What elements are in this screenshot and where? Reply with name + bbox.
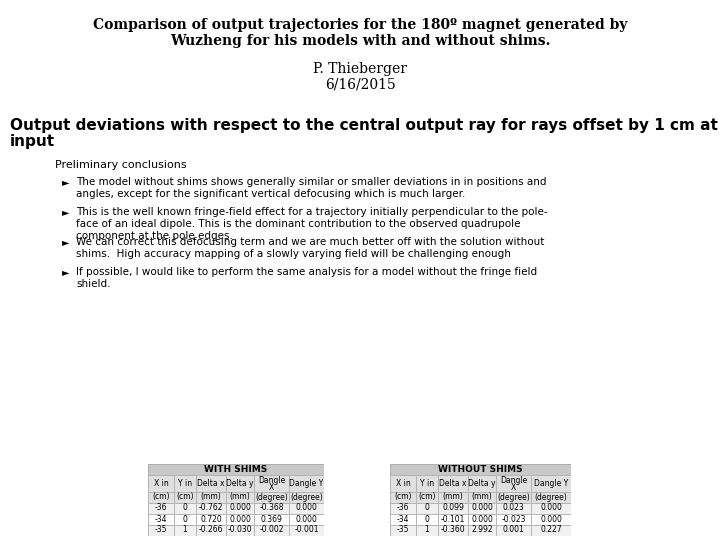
Text: (cm): (cm) [152,492,170,502]
Text: -35: -35 [397,525,409,535]
Text: -0.266: -0.266 [199,525,223,535]
Text: angles, except for the significant vertical defocusing which is much larger.: angles, except for the significant verti… [76,189,465,199]
Text: (mm): (mm) [472,492,492,502]
Text: 0.001: 0.001 [503,525,524,535]
Text: Dangle: Dangle [258,476,285,485]
Text: (cm): (cm) [418,492,436,502]
Text: Delta y: Delta y [468,479,496,488]
Text: face of an ideal dipole. This is the dominant contribution to the observed quadr: face of an ideal dipole. This is the dom… [76,219,521,229]
Text: -0.360: -0.360 [441,525,465,535]
Text: 0: 0 [183,515,187,523]
Text: (cm): (cm) [176,492,194,502]
Text: 0.000: 0.000 [296,503,318,512]
Text: -34: -34 [397,515,409,523]
Text: input: input [10,134,55,149]
Text: 0.000: 0.000 [229,515,251,523]
Text: We can correct this defocusing term and we are much better off with the solution: We can correct this defocusing term and … [76,237,544,247]
Text: This is the well known fringe-field effect for a trajectory initially perpendicu: This is the well known fringe-field effe… [76,207,548,217]
Text: Comparison of output trajectories for the 180º magnet generated by: Comparison of output trajectories for th… [93,18,627,32]
Text: 0.023: 0.023 [503,503,524,512]
Text: Delta x: Delta x [197,479,225,488]
Text: -0.023: -0.023 [501,515,526,523]
Text: (mm): (mm) [201,492,221,502]
Text: 0: 0 [425,515,429,523]
Text: Dangle Y: Dangle Y [289,479,323,488]
Text: 0.369: 0.369 [261,515,282,523]
Text: -35: -35 [155,525,167,535]
Text: -0.030: -0.030 [228,525,252,535]
Text: ►: ► [62,207,70,217]
Text: ►: ► [62,177,70,187]
Text: If possible, I would like to perform the same analysis for a model without the f: If possible, I would like to perform the… [76,267,537,277]
Text: -0.002: -0.002 [259,525,284,535]
Text: (cm): (cm) [395,492,412,502]
Text: 0.099: 0.099 [442,503,464,512]
Text: Y in: Y in [420,479,434,488]
Text: ►: ► [62,237,70,247]
Text: X in: X in [153,479,168,488]
Text: Dangle: Dangle [500,476,527,485]
Text: (degree): (degree) [497,492,530,502]
Text: ►: ► [62,267,70,277]
Text: 0.720: 0.720 [200,515,222,523]
Text: (degree): (degree) [255,492,288,502]
Text: Delta y: Delta y [226,479,253,488]
Text: (mm): (mm) [230,492,251,502]
Text: 0.000: 0.000 [296,515,318,523]
Text: 1: 1 [425,525,429,535]
Text: -0.368: -0.368 [259,503,284,512]
Text: shield.: shield. [76,279,110,289]
Text: Wuzheng for his models with and without shims.: Wuzheng for his models with and without … [170,34,550,48]
Text: The model without shims shows generally similar or smaller deviations in in posi: The model without shims shows generally … [76,177,546,187]
Text: 1: 1 [183,525,187,535]
Text: WITH SHIMS: WITH SHIMS [204,465,268,474]
Text: P. Thieberger: P. Thieberger [313,62,407,76]
Text: Delta x: Delta x [439,479,467,488]
Text: -36: -36 [155,503,167,512]
Text: -36: -36 [397,503,409,512]
Text: 0.227: 0.227 [540,525,562,535]
Text: Output deviations with respect to the central output ray for rays offset by 1 cm: Output deviations with respect to the ce… [10,118,720,133]
Text: 0.000: 0.000 [540,503,562,512]
Text: X in: X in [395,479,410,488]
Text: -34: -34 [155,515,167,523]
Text: 0: 0 [183,503,187,512]
Text: X: X [269,483,274,492]
Text: 0.000: 0.000 [471,515,493,523]
Text: 0.000: 0.000 [229,503,251,512]
Text: Dangle Y: Dangle Y [534,479,568,488]
Text: -0.101: -0.101 [441,515,465,523]
Text: 6/16/2015: 6/16/2015 [325,78,395,92]
Text: X: X [511,483,516,492]
Text: (degree): (degree) [290,492,323,502]
Text: Preliminary conclusions: Preliminary conclusions [55,160,186,170]
Text: WITHOUT SHIMS: WITHOUT SHIMS [438,465,523,474]
Text: (mm): (mm) [443,492,464,502]
Text: 0.000: 0.000 [540,515,562,523]
Text: -0.001: -0.001 [294,525,319,535]
Text: 0: 0 [425,503,429,512]
Text: component at the pole edges.: component at the pole edges. [76,231,233,241]
Text: -0.762: -0.762 [199,503,223,512]
Text: (degree): (degree) [535,492,567,502]
Text: Y in: Y in [178,479,192,488]
Text: 2.992: 2.992 [471,525,492,535]
Text: 0.000: 0.000 [471,503,493,512]
Text: shims.  High accuracy mapping of a slowly varying field will be challenging enou: shims. High accuracy mapping of a slowly… [76,249,511,259]
